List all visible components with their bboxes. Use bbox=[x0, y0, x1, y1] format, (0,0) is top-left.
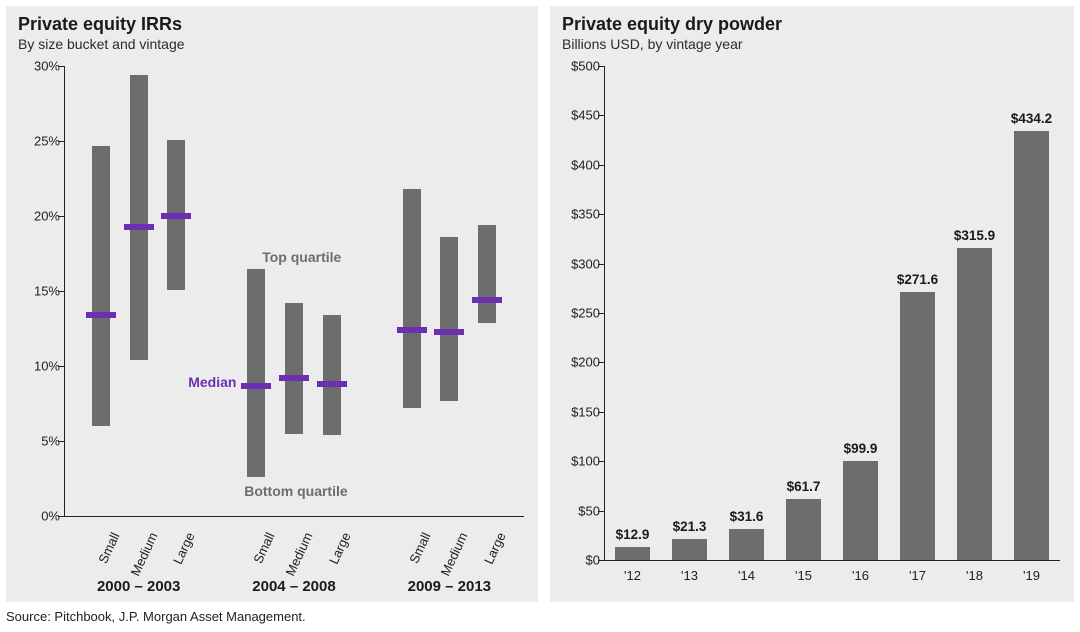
x-label: '13 bbox=[681, 568, 698, 583]
y-tick: 30% bbox=[18, 59, 60, 74]
median-marker bbox=[279, 375, 309, 381]
median-marker bbox=[124, 224, 154, 230]
annotation-bottom-quartile: Bottom quartile bbox=[244, 483, 347, 499]
bar bbox=[900, 292, 935, 560]
bar bbox=[957, 248, 992, 560]
bar-value-label: $12.9 bbox=[616, 527, 650, 542]
bar-value-label: $434.2 bbox=[1011, 111, 1052, 126]
range-bar bbox=[285, 303, 303, 434]
panel-drypowder: Private equity dry powder Billions USD, … bbox=[550, 6, 1074, 602]
bar-value-label: $31.6 bbox=[730, 509, 764, 524]
range-bar bbox=[92, 146, 110, 427]
bar bbox=[672, 539, 707, 560]
median-marker bbox=[317, 381, 347, 387]
range-bar bbox=[323, 315, 341, 435]
x-label: '17 bbox=[909, 568, 926, 583]
group-label: 2009 – 2013 bbox=[393, 578, 506, 595]
bar-value-label: $315.9 bbox=[954, 228, 995, 243]
bar bbox=[615, 547, 650, 560]
y-tick: 5% bbox=[18, 434, 60, 449]
x-label: '15 bbox=[795, 568, 812, 583]
range-bar bbox=[247, 269, 265, 478]
x-label: '12 bbox=[624, 568, 641, 583]
range-bar bbox=[440, 237, 458, 401]
y-tick: $100 bbox=[556, 454, 600, 469]
range-bar bbox=[130, 75, 148, 360]
bar-value-label: $271.6 bbox=[897, 272, 938, 287]
group-label: 2004 – 2008 bbox=[237, 578, 350, 595]
x-label: '18 bbox=[966, 568, 983, 583]
bar bbox=[786, 499, 821, 560]
median-marker bbox=[472, 297, 502, 303]
panel-irrs: Private equity IRRs By size bucket and v… bbox=[6, 6, 538, 602]
y-tick: $500 bbox=[556, 59, 600, 74]
median-marker bbox=[161, 213, 191, 219]
y-tick: 0% bbox=[18, 509, 60, 524]
bar-value-label: $21.3 bbox=[673, 519, 707, 534]
range-bar bbox=[478, 225, 496, 323]
y-tick: $450 bbox=[556, 108, 600, 123]
bar-value-label: $61.7 bbox=[787, 479, 821, 494]
chart-drypowder: $0$50$100$150$200$250$300$350$400$450$50… bbox=[604, 66, 1060, 560]
x-label: '14 bbox=[738, 568, 755, 583]
y-tick: $300 bbox=[556, 256, 600, 271]
annotation-top-quartile: Top quartile bbox=[262, 249, 341, 265]
group-label: 2000 – 2003 bbox=[82, 578, 195, 595]
bar-value-label: $99.9 bbox=[844, 441, 878, 456]
y-tick: $350 bbox=[556, 207, 600, 222]
y-tick: $250 bbox=[556, 306, 600, 321]
subtitle-drypowder: Billions USD, by vintage year bbox=[550, 35, 1074, 52]
y-tick: $150 bbox=[556, 404, 600, 419]
median-marker bbox=[397, 327, 427, 333]
median-marker bbox=[86, 312, 116, 318]
range-bar bbox=[403, 189, 421, 408]
y-tick: $200 bbox=[556, 355, 600, 370]
bar bbox=[1014, 131, 1049, 560]
y-tick: 20% bbox=[18, 209, 60, 224]
y-tick: $50 bbox=[556, 503, 600, 518]
bar bbox=[729, 529, 764, 560]
y-tick: $0 bbox=[556, 553, 600, 568]
y-tick: 25% bbox=[18, 134, 60, 149]
title-irrs: Private equity IRRs bbox=[6, 6, 538, 35]
x-label: '19 bbox=[1023, 568, 1040, 583]
x-label: '16 bbox=[852, 568, 869, 583]
annotation-median: Median bbox=[188, 374, 236, 390]
source-footer: Source: Pitchbook, J.P. Morgan Asset Man… bbox=[6, 609, 306, 624]
bar bbox=[843, 461, 878, 560]
y-tick: 10% bbox=[18, 359, 60, 374]
subtitle-irrs: By size bucket and vintage bbox=[6, 35, 538, 52]
median-marker bbox=[241, 383, 271, 389]
median-marker bbox=[434, 329, 464, 335]
y-tick: $400 bbox=[556, 157, 600, 172]
y-tick: 15% bbox=[18, 284, 60, 299]
title-drypowder: Private equity dry powder bbox=[550, 6, 1074, 35]
chart-irrs: 0%5%10%15%20%25%30%SmallMediumLarge2000 … bbox=[64, 66, 524, 516]
